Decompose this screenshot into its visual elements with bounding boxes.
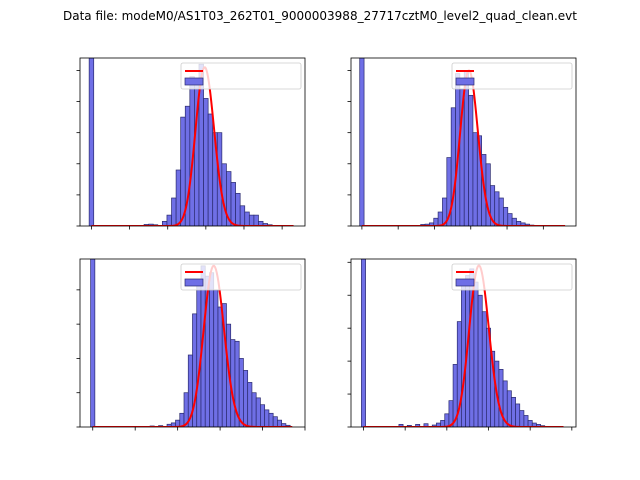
histogram-bar [213, 289, 219, 427]
legend [180, 263, 302, 291]
histogram-bar [217, 306, 223, 427]
histogram-bar [519, 410, 525, 427]
legend [451, 62, 573, 90]
quadrant-0-panel [76, 57, 306, 230]
histogram-bar-zero [359, 58, 365, 226]
histogram-bar [171, 197, 177, 226]
axes-frame [79, 258, 306, 428]
histogram-bar [264, 409, 270, 427]
poisson-fit-line [363, 264, 564, 427]
histogram-bar [277, 419, 283, 427]
quadrant-3-panel [347, 258, 577, 431]
histogram-bar [248, 214, 255, 226]
histogram-bar [515, 403, 521, 427]
legend [451, 263, 573, 291]
histogram-bar [494, 191, 500, 226]
figure-title: Data file: modeM0/AS1T03_262T01_90000039… [63, 9, 577, 23]
histogram-bar [433, 217, 439, 226]
axes-frame [350, 258, 577, 428]
histogram-bar [260, 404, 266, 427]
histogram-bar [481, 311, 487, 427]
legend-box [451, 263, 573, 291]
plot-area [361, 259, 564, 427]
plot-area [88, 58, 294, 226]
plot-area [90, 259, 293, 427]
legend-box [180, 263, 302, 291]
histogram-bar [209, 272, 215, 427]
histogram-bar [398, 424, 404, 427]
histogram-bar [253, 214, 259, 226]
histogram-bar [230, 182, 236, 226]
histogram-bar [472, 132, 478, 226]
legend-bar-swatch [184, 77, 204, 86]
histogram-bar [473, 281, 479, 427]
histogram-bar [498, 197, 504, 226]
legend-box [451, 62, 573, 90]
histogram-bar [203, 98, 209, 226]
poisson-fit-line [361, 69, 566, 226]
histogram-bar [251, 392, 257, 427]
histogram-bar [468, 94, 474, 226]
histogram-bar [207, 113, 214, 226]
histogram-bar [175, 169, 182, 226]
legend [180, 62, 302, 90]
quadrant-2-panel [76, 258, 306, 431]
histogram-bar [523, 415, 529, 427]
histogram-bar [268, 412, 274, 427]
histogram-bar [238, 358, 244, 427]
histogram-bar [503, 206, 509, 226]
histogram-bar [247, 382, 253, 427]
quadrant-1-panel [347, 57, 577, 230]
histogram-bar [415, 424, 421, 427]
legend-box [180, 62, 302, 90]
histogram-bar [461, 281, 466, 427]
histogram-bar [244, 211, 250, 226]
histogram-bar-zero [361, 259, 366, 427]
histogram-bar [243, 370, 249, 427]
histogram-bar [511, 217, 517, 226]
poisson-fit-line [91, 66, 294, 226]
histogram-bar [166, 214, 172, 226]
histogram-bar [444, 413, 450, 427]
histogram-bar [506, 390, 512, 427]
histogram-bar [255, 397, 261, 427]
legend-bar-swatch [455, 77, 475, 86]
histogram-bar [507, 213, 513, 226]
histogram-bar [235, 192, 241, 226]
axes-frame [350, 57, 577, 227]
histogram-bar [511, 397, 516, 427]
histogram-bar-zero [90, 259, 96, 427]
histogram-bar [477, 294, 483, 427]
histogram-bar-zero [88, 58, 95, 226]
legend-bar-swatch [184, 278, 204, 287]
legend-bar-swatch [455, 278, 475, 287]
histogram-bar [272, 416, 278, 427]
histogram-bar [437, 211, 443, 226]
axes-frame [79, 57, 306, 227]
histogram-bar [239, 205, 246, 226]
plot-area [359, 58, 566, 226]
